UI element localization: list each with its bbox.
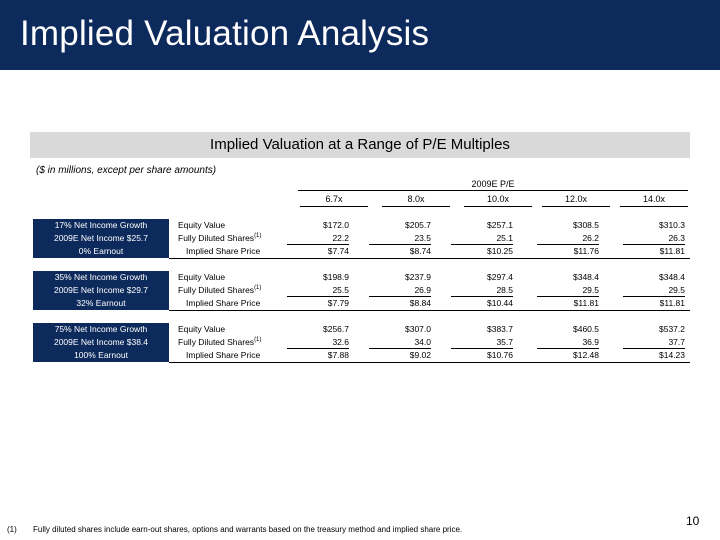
table-cell: 29.5: [623, 284, 685, 297]
table-cell: 36.9: [537, 336, 599, 349]
table-cell: $256.7: [323, 324, 349, 334]
table-cell: $11.76: [573, 246, 599, 256]
table-subtitle: Implied Valuation at a Range of P/E Mult…: [30, 132, 690, 158]
column-header: 12.0x: [542, 194, 610, 207]
table-cell: $10.44: [487, 298, 513, 308]
table-cell: $348.4: [573, 272, 599, 282]
metric-label-equity-value: Equity Value: [178, 220, 226, 230]
page-title: Implied Valuation Analysis: [20, 14, 430, 53]
table-cell: $14.23: [659, 350, 685, 360]
scenario-block: 75% Net Income Growth 2009E Net Income $…: [33, 323, 690, 363]
metric-label-share-price: Implied Share Price: [186, 350, 261, 360]
table-cell: $11.81: [573, 298, 599, 308]
table-cell: 37.7: [623, 336, 685, 349]
metric-label-share-price: Implied Share Price: [186, 246, 261, 256]
table-cell: $198.9: [323, 272, 349, 282]
table-cell: $7.79: [327, 298, 349, 308]
scenario-net-income: 2009E Net Income $38.4: [53, 337, 149, 347]
table-cell: $307.0: [405, 324, 431, 334]
table-cell: $10.25: [487, 246, 513, 256]
scenario-net-income: 2009E Net Income $29.7: [53, 285, 149, 295]
table-cell: 23.5: [369, 232, 431, 245]
metric-label-equity-value: Equity Value: [178, 272, 226, 282]
column-header: 8.0x: [382, 194, 450, 207]
table-cell: 26.2: [537, 232, 599, 245]
table-cell: 26.9: [369, 284, 431, 297]
footnote-text: Fully diluted shares include earn-out sh…: [33, 525, 463, 534]
table-cell: $8.84: [409, 298, 431, 308]
table-cell: $257.1: [487, 220, 513, 230]
metric-label-diluted-shares: Fully Diluted Shares(1): [178, 336, 261, 349]
table-cell: $11.81: [659, 298, 685, 308]
table-cell: $12.48: [573, 350, 599, 360]
table-cell: $383.7: [487, 324, 513, 334]
metric-label-text: Fully Diluted Shares: [178, 285, 255, 295]
scenario-earnout: 0% Earnout: [78, 246, 124, 256]
metric-label-diluted-shares: Fully Diluted Shares(1): [178, 232, 261, 245]
table-cell: $308.5: [573, 220, 599, 230]
metric-label-text: Fully Diluted Shares: [178, 233, 255, 243]
footnote-number: (1): [7, 525, 17, 534]
metric-label-text: Fully Diluted Shares: [178, 337, 255, 347]
table-cell: 26.3: [623, 232, 685, 245]
footnote-marker: (1): [254, 233, 262, 240]
table-cell: $8.74: [409, 246, 431, 256]
column-header: 6.7x: [300, 194, 368, 207]
scenario-growth: 17% Net Income Growth: [54, 220, 148, 230]
table-cell: $348.4: [659, 272, 685, 282]
table-cell: $7.74: [327, 246, 349, 256]
table-cell: 35.7: [451, 336, 513, 349]
table-cell: 25.1: [451, 232, 513, 245]
scenario-growth: 35% Net Income Growth: [54, 272, 148, 282]
metric-label-share-price: Implied Share Price: [186, 298, 261, 308]
table-cell: 22.2: [287, 232, 349, 245]
scenario-block: 17% Net Income Growth 2009E Net Income $…: [33, 219, 690, 259]
table-cell: $537.2: [659, 324, 685, 334]
metric-label-equity-value: Equity Value: [178, 324, 226, 334]
scenario-earnout: 100% Earnout: [74, 350, 128, 360]
title-banner: Implied Valuation Analysis: [0, 0, 720, 70]
scenario-block: 35% Net Income Growth 2009E Net Income $…: [33, 271, 690, 311]
table-cell: 25.5: [287, 284, 349, 297]
scenario-growth: 75% Net Income Growth: [54, 324, 148, 334]
table-cell: 32.6: [287, 336, 349, 349]
scenario-net-income: 2009E Net Income $25.7: [53, 233, 149, 243]
footnote-marker: (1): [254, 285, 262, 292]
footnote-marker: (1): [254, 337, 262, 344]
row-divider: [169, 362, 690, 363]
page-number: 10: [686, 514, 700, 528]
table-cell: 28.5: [451, 284, 513, 297]
table-cell: $237.9: [405, 272, 431, 282]
scenario-earnout: 32% Earnout: [76, 298, 126, 308]
metric-label-diluted-shares: Fully Diluted Shares(1): [178, 284, 261, 297]
table-cell: $205.7: [405, 220, 431, 230]
table-cell: $11.81: [659, 246, 685, 256]
table-cell: $10.76: [487, 350, 513, 360]
column-group-header: 2009E P/E: [298, 179, 688, 191]
table-cell: $310.3: [659, 220, 685, 230]
footnote: (1) Fully diluted shares include earn-out…: [7, 525, 462, 534]
scenario-label: 17% Net Income Growth 2009E Net Income $…: [33, 219, 169, 258]
column-header: 14.0x: [620, 194, 688, 207]
table-cell: 29.5: [537, 284, 599, 297]
row-divider: [169, 310, 690, 311]
column-header: 10.0x: [464, 194, 532, 207]
table-cell: $297.4: [487, 272, 513, 282]
table-cell: $7.88: [327, 350, 349, 360]
table-cell: 34.0: [369, 336, 431, 349]
table-cell: $172.0: [323, 220, 349, 230]
table-cell: $460.5: [573, 324, 599, 334]
scenario-label: 75% Net Income Growth 2009E Net Income $…: [33, 323, 169, 362]
table-cell: $9.02: [409, 350, 431, 360]
units-note: ($ in millions, except per share amounts…: [36, 165, 217, 176]
scenario-label: 35% Net Income Growth 2009E Net Income $…: [33, 271, 169, 310]
row-divider: [169, 258, 690, 259]
